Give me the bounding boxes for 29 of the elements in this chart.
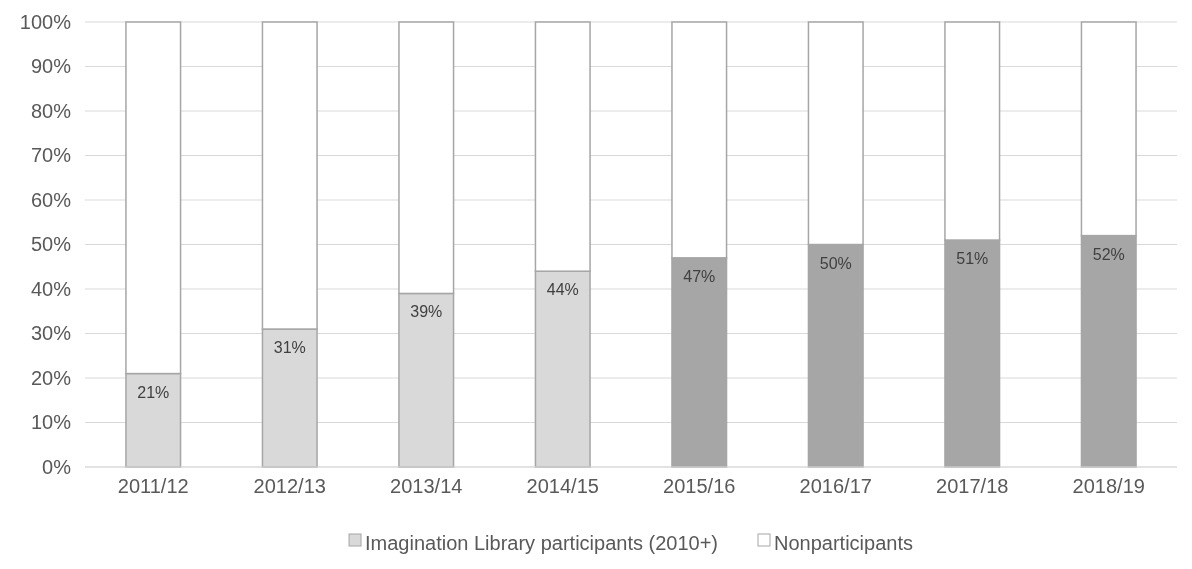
x-tick-label: 2013/14 bbox=[390, 475, 463, 498]
data-label: 39% bbox=[410, 303, 443, 321]
x-tick-label: 2014/15 bbox=[526, 475, 599, 498]
y-tick-label: 70% bbox=[30, 144, 72, 167]
y-tick-label: 80% bbox=[30, 99, 72, 122]
data-label: 52% bbox=[1092, 245, 1125, 263]
data-label: 31% bbox=[273, 339, 306, 357]
x-tick-label: 2017/18 bbox=[936, 475, 1009, 498]
data-label: 51% bbox=[956, 250, 989, 268]
y-tick-label: 50% bbox=[30, 233, 72, 256]
x-tick-label: 2015/16 bbox=[663, 475, 736, 498]
legend-label: Imagination Library participants (2010+) bbox=[365, 532, 718, 555]
x-tick-label: 2012/13 bbox=[253, 475, 326, 498]
data-label: 47% bbox=[683, 267, 716, 285]
data-label: 50% bbox=[819, 254, 852, 272]
y-tick-label: 100% bbox=[19, 10, 72, 33]
y-tick-label: 20% bbox=[30, 366, 72, 389]
legend-label: Nonparticipants bbox=[774, 532, 913, 555]
data-label: 21% bbox=[137, 383, 170, 401]
x-tick-label: 2011/12 bbox=[117, 475, 189, 498]
x-tick-label: 2018/19 bbox=[1072, 475, 1145, 498]
y-tick-label: 30% bbox=[30, 322, 72, 345]
y-tick-label: 0% bbox=[42, 455, 72, 478]
data-label: 44% bbox=[546, 281, 579, 299]
y-tick-label: 90% bbox=[30, 55, 72, 78]
y-tick-label: 40% bbox=[30, 277, 72, 300]
y-tick-label: 10% bbox=[30, 411, 72, 434]
x-tick-label: 2016/17 bbox=[799, 475, 872, 498]
y-tick-label: 60% bbox=[30, 188, 72, 211]
